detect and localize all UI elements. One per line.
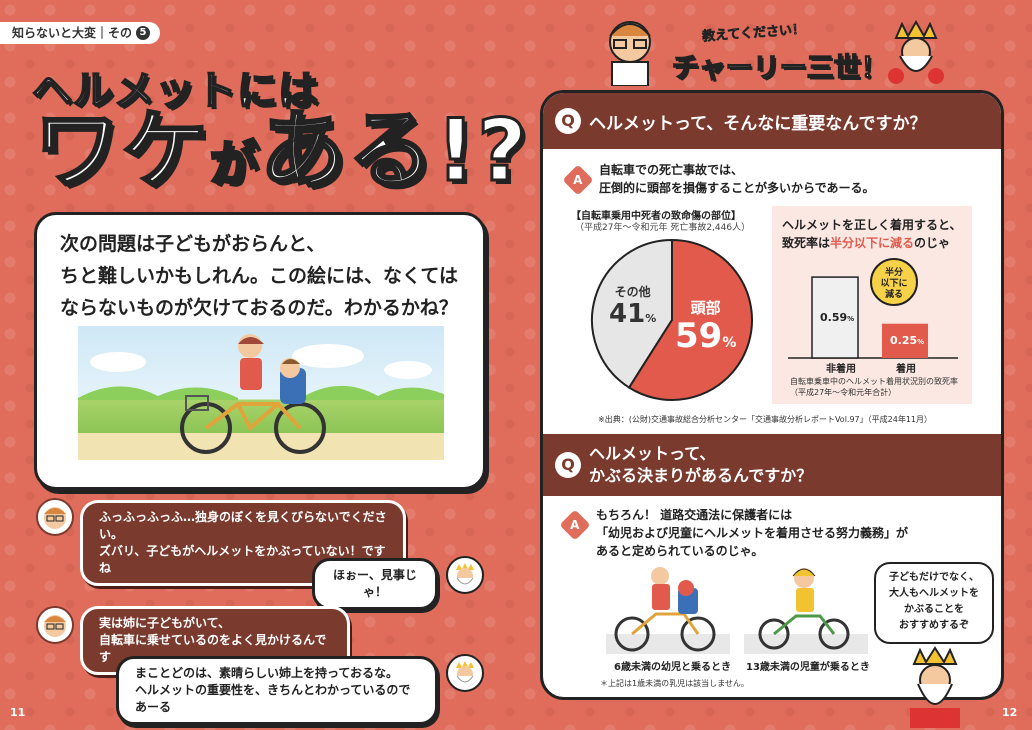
pie-other-unit: % <box>645 312 657 325</box>
stats-heading: ヘルメットを正しく着用すると、 致死率は半分以下に減るのじゃ <box>782 216 962 252</box>
question-1-text: ヘルメットって、そんなに重要なんですか？ <box>589 113 927 134</box>
answer-line: もちろん！ 道路交通法に保護者には <box>596 508 793 522</box>
caption-note: ＊上記は1歳未満の乳児は該当しません。 <box>600 679 749 688</box>
section-tag-text: 知らないと大変｜その <box>12 26 133 40</box>
speech-line: 大人もヘルメットを <box>889 588 979 599</box>
badge-line: 減る <box>884 290 903 300</box>
bicycle-scene-svg <box>78 334 444 454</box>
bicycle-illustration <box>78 326 444 460</box>
dialogue-line: 実は姉に子どもがいて、 <box>99 616 231 630</box>
dialogue-line: まことどのは、素晴らしい姉上を持っておるな。 <box>135 666 399 680</box>
pie-label-head: 頭部 59% <box>675 297 736 361</box>
dialogue-bubble-4: まことどのは、素晴らしい姉上を持っておるな。 ヘルメットの重要性を、きちんとわか… <box>116 656 438 725</box>
doctor-avatar-icon <box>36 498 74 536</box>
king-character-icon <box>886 19 946 92</box>
king-avatar-icon <box>446 654 484 692</box>
doctor-avatar-icon <box>36 606 74 644</box>
bar-yes-value: 0.25 <box>890 333 918 347</box>
pie-other-label: その他 <box>614 285 651 299</box>
caption-right: 13歳未満の児童が乗るとき <box>746 662 870 673</box>
dialogue-line: 自転車に乗せているのをよく見かけるんです <box>99 633 327 664</box>
title-big2: ある!? <box>259 101 530 201</box>
pie-head-label: 頭部 <box>690 299 721 317</box>
a-icon-letter: A <box>573 172 583 187</box>
stats-box: ヘルメットを正しく着用すると、 致死率は半分以下に減るのじゃ 0.59% 0.2… <box>772 206 972 404</box>
dialogue-line: ヘルメットの重要性を、きちんとわかっているのであーる <box>135 683 411 714</box>
title-line1: ヘルメットには <box>31 67 319 115</box>
teacher-subtitle: 教えてください！ <box>701 22 806 45</box>
stats-line2-highlight: 半分以下に減る <box>830 236 915 250</box>
bar-no-value-label: 0.59% <box>820 311 854 324</box>
question-2-line: かぶる決まりがあるんですか？ <box>589 466 813 485</box>
half-badge: 半分 以下に 減る <box>870 258 918 306</box>
question-2-text: ヘルメットって、 かぶる決まりがあるんですか？ <box>589 443 812 487</box>
stats-line2-post: のじゃ <box>914 236 951 250</box>
pie-label-other: その他 41% <box>609 283 656 333</box>
king-avatar-icon <box>446 556 484 594</box>
stats-line2-pre: 致死率は <box>782 236 831 250</box>
dialogue-line: ズバリ、子どもがヘルメットをかぶっていない！ですね <box>99 544 386 575</box>
title-big1: ワケ <box>33 101 210 201</box>
pie-title: 【自転車乗用中死者の致命傷の部位】 <box>571 211 741 222</box>
king-bottom-character-icon <box>902 644 968 730</box>
bar-yes-value-label: 0.25% <box>890 334 924 347</box>
page-number-right: 12 <box>1002 706 1018 719</box>
a-icon: A <box>562 164 594 196</box>
question-text: 次の問題は子どもがおらんと、 ちと難しいかもしれん。この絵には、なくては ならな… <box>60 228 480 324</box>
question-bar-2: Q ヘルメットって、 かぶる決まりがあるんですか？ <box>543 434 1001 496</box>
source-note: ※出典：(公財)交通事故総合分析センター「交通事故分析レポートVol.97」（平… <box>598 415 932 424</box>
dialogue-bubble-2: ほぉー、見事じゃ！ <box>312 558 438 610</box>
caption-left: 6歳未満の幼児と乗るとき <box>614 662 731 673</box>
question-line: 次の問題は子どもがおらんと、 <box>60 233 326 255</box>
stats-note-line: （平成27年～令和元年合計） <box>790 388 897 397</box>
bar-no-value: 0.59 <box>820 310 848 324</box>
section-tag: 知らないと大変｜その 5 <box>0 22 161 44</box>
bar-chart <box>788 276 958 359</box>
dialogue-line: ほぉー、見事じゃ！ <box>333 568 417 599</box>
speech-line: おすすめするぞ <box>899 620 969 631</box>
king-speech-bubble: 子どもだけでなく、 大人もヘルメットを かぶることを おすすめするぞ <box>874 562 994 644</box>
stats-note: 自転車乗車中のヘルメット着用状況別の致死率 （平成27年～令和元年合計） <box>790 376 958 398</box>
answer-line: 圧倒的に頭部を損傷することが多いからであーる。 <box>599 181 875 195</box>
bar-no-helmet <box>811 276 859 359</box>
q-icon: Q <box>555 452 581 478</box>
teacher-title: チャーリー三世！ <box>671 52 888 84</box>
pie-other-value: 41 <box>609 299 646 329</box>
question-line: ならないものが欠けておるのだ。わかるかね？ <box>60 297 458 319</box>
question-bar-1: Q ヘルメットって、そんなに重要なんですか？ <box>543 93 1001 149</box>
bar-yes-unit: % <box>917 337 925 346</box>
bar-yes-category: 着用 <box>896 364 916 375</box>
badge-line: 半分 <box>884 268 903 278</box>
q-icon: Q <box>555 108 581 134</box>
speech-line: かぶることを <box>904 604 964 615</box>
stats-line1: ヘルメットを正しく着用すると、 <box>782 218 962 232</box>
answer-1-text: 自転車での死亡事故では、 圧倒的に頭部を損傷することが多いからであーる。 <box>599 161 875 197</box>
pie-subtitle: （平成27年～令和元年 死亡事故2,446人） <box>575 223 751 233</box>
answer-line: 自転車での死亡事故では、 <box>599 163 744 177</box>
doctor-character-icon <box>598 14 662 90</box>
pie-chart <box>591 238 753 401</box>
question-2-line: ヘルメットって、 <box>589 444 716 463</box>
bar-helmet <box>882 323 928 358</box>
badge-line: 以下に <box>880 279 908 289</box>
answer-2-text: もちろん！ 道路交通法に保護者には 「幼児および児童にヘルメットを着用させる努力… <box>596 506 908 560</box>
stats-note-line: 自転車乗車中のヘルメット着用状況別の致死率 <box>790 377 958 386</box>
speech-line: 子どもだけでなく、 <box>889 572 979 583</box>
a-icon-letter: A <box>570 517 580 532</box>
page-number-left: 11 <box>10 706 26 719</box>
child-bicycle-illustration <box>744 562 868 658</box>
bar-no-category: 非着用 <box>826 364 856 375</box>
parent-child-bicycle-illustration <box>606 562 730 658</box>
answer-line: 「幼児および児童にヘルメットを着用させる努力義務」が <box>596 526 909 540</box>
answer-line: あると定められているのじゃ。 <box>596 544 764 558</box>
pie-head-value: 59 <box>675 316 723 356</box>
pie-slice-head <box>627 238 753 401</box>
bar-no-unit: % <box>847 314 855 323</box>
pie-head-unit: % <box>722 335 737 351</box>
dialogue-line: ふっふっふっふ…独身のぼくを見くびらないでください。 <box>99 510 387 541</box>
section-number-badge: 5 <box>136 26 151 40</box>
title-main: ワケがある!? <box>33 107 529 196</box>
title-small: が <box>208 136 261 192</box>
question-line: ちと難しいかもしれん。この絵には、なくては <box>60 265 459 287</box>
